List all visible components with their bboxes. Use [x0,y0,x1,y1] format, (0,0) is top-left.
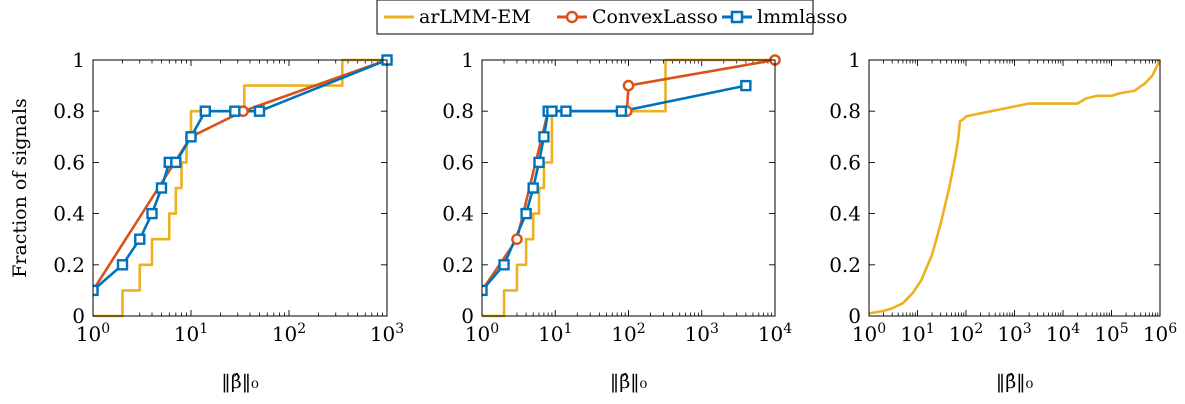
x-axis-title: ‖β̂‖₀ [996,371,1034,393]
point-lmmlasso [520,207,532,220]
point-lmmlasso [134,233,146,245]
y-tick-label: 0.4 [442,202,474,226]
y-tick-label: 0.2 [442,253,474,277]
y-tick-label: 0 [461,304,474,328]
y-tick-label: 1 [848,48,861,72]
point-lmmlasso [185,131,197,143]
x-tick-label: 104 [758,321,792,346]
legend-label-lmmlasso: lmmlasso [757,6,847,28]
x-minor-ticks [883,60,1159,316]
point-lmmlasso [170,156,182,169]
x-tick-label: 103 [997,321,1031,346]
series-line-lmmlasso [93,58,388,292]
x-tick-label: 104 [1046,321,1080,346]
point-lmmlasso [253,105,266,117]
y-tick-label: 0.6 [442,150,474,174]
legend-marker-lmmlasso [730,10,744,24]
x-axis-title: ‖β̂‖₀ [610,371,648,393]
point-convexlasso [622,79,635,92]
y-tick-label: 0.6 [829,150,861,174]
point-lmmlasso [527,182,539,194]
plot-area [482,54,781,318]
point-lmmlasso [229,105,241,117]
point-lmmlasso [93,284,99,297]
point-lmmlasso [199,105,212,117]
y-tick-label: 1 [461,48,474,72]
y-tick-label: 0 [848,304,861,328]
x-tick-label: 102 [272,321,306,346]
x-tick-label: 101 [538,321,572,346]
x-tick-label: 103 [370,321,404,346]
point-lmmlasso [482,284,488,297]
point-lmmlasso [546,105,558,117]
legend-label-convexlasso: ConvexLasso [592,6,718,28]
y-tick-label: 0.8 [442,99,474,123]
legend-marker-convexlasso [565,10,579,24]
plot-area [93,54,393,318]
point-convexlasso [511,233,523,245]
legend: arLMM-EM ConvexLasso lmmlasso [376,0,847,35]
legend-label-arlmm: arLMM-EM [419,6,531,28]
x-tick-label: 103 [685,321,719,346]
point-lmmlasso [560,105,572,117]
y-axis-title: Fraction of signals [9,98,31,278]
plot-area [869,59,1162,315]
y-tick-label: 0.4 [829,202,861,226]
series-line-arlmm-em [869,59,1162,315]
plot-frame [868,59,1161,317]
series-line-lmmlasso [482,84,747,292]
point-lmmlasso [538,131,550,143]
point-lmmlasso [146,207,158,220]
x-tick-label: 106 [1143,321,1177,346]
point-lmmlasso [498,259,510,271]
point-lmmlasso [155,182,168,194]
series-line-arlmm-em [93,58,387,318]
y-tick-label: 0.4 [53,202,85,226]
series-line-convexlasso [93,58,388,292]
x-tick-label: 101 [174,321,208,346]
x-tick-label: 105 [1094,321,1128,346]
plot-frame [481,59,776,317]
y-tick-label: 0.2 [53,253,85,277]
point-lmmlasso [116,259,129,271]
y-tick-label: 0.8 [829,99,861,123]
x-tick-label: 102 [949,321,983,346]
y-tick-label: 0.6 [53,150,85,174]
plot-frame [92,59,388,317]
x-axis-title: ‖β̂‖₀ [221,371,259,393]
x-tick-label: 102 [611,321,645,346]
point-lmmlasso [615,105,628,117]
point-lmmlasso [740,79,752,92]
y-tick-label: 0 [72,304,85,328]
y-tick-label: 0.2 [829,253,861,277]
y-tick-label: 1 [72,48,85,72]
y-tick-label: 0.8 [53,99,85,123]
point-lmmlasso [533,156,545,169]
x-tick-label: 101 [900,321,934,346]
